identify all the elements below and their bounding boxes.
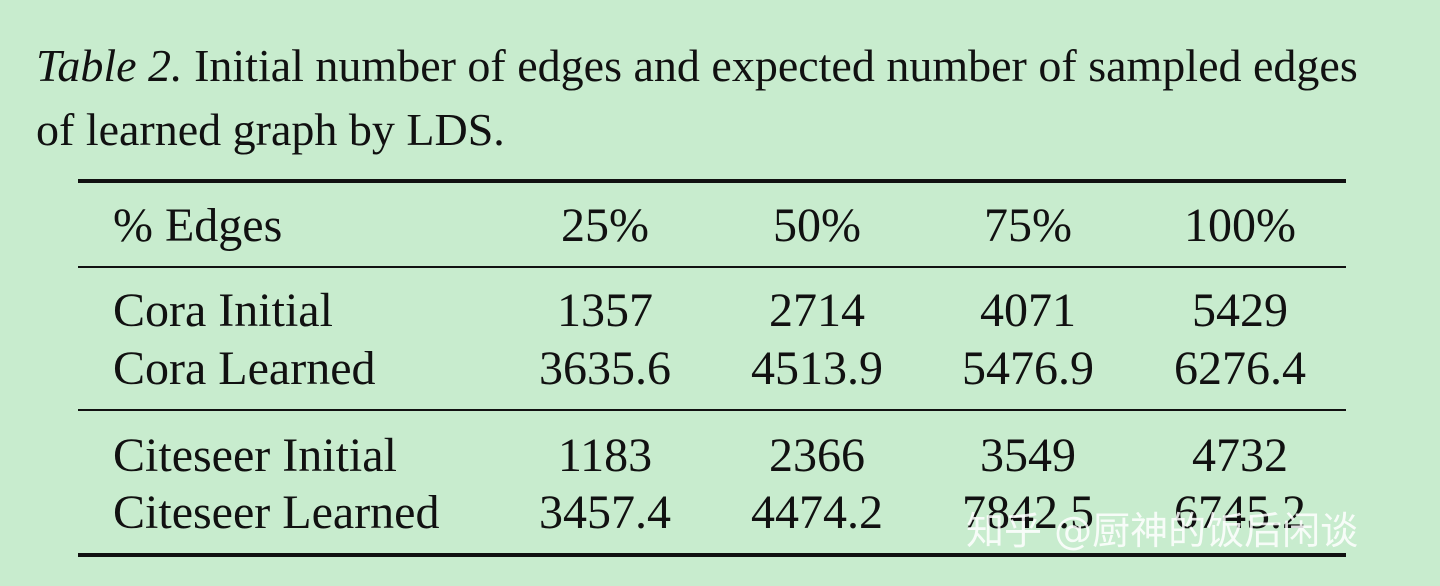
caption: Table 2. Initial number of edges and exp… xyxy=(36,34,1406,162)
table-cell: 3549 xyxy=(980,429,1076,482)
table-cell: 1183 xyxy=(557,429,653,482)
watermark: 知乎 @厨神的饭后闲谈 xyxy=(966,509,1359,553)
table-cell: 1357 xyxy=(557,284,653,337)
table-cell: 5429 xyxy=(1192,284,1288,337)
table-cell: 3635.6 xyxy=(539,342,671,395)
header-cell: 100% xyxy=(1184,199,1296,252)
table-cell: 4513.9 xyxy=(751,342,883,395)
table-cell: 2714 xyxy=(769,284,865,337)
bottom-rule xyxy=(78,553,1346,557)
header-cell: 75% xyxy=(984,199,1072,252)
row-label: Cora Learned xyxy=(113,342,376,395)
top-rule xyxy=(78,179,1346,183)
table-cell: 4474.2 xyxy=(751,486,883,539)
table-cell: 6276.4 xyxy=(1174,342,1306,395)
header-cell: 25% xyxy=(561,199,649,252)
header-cell: 50% xyxy=(773,199,861,252)
table-cell: 7842.5 xyxy=(962,486,1094,539)
row-label: Citeseer Learned xyxy=(113,486,440,539)
table-cell: 4732 xyxy=(1192,429,1288,482)
row-label: Cora Initial xyxy=(113,284,333,337)
caption-text: Initial number of edges and expected num… xyxy=(36,40,1358,155)
table-cell: 6745.2 xyxy=(1174,486,1306,539)
caption-label: Table 2. xyxy=(36,40,183,91)
row-label: Citeseer Initial xyxy=(113,429,397,482)
table-cell: 5476.9 xyxy=(962,342,1094,395)
group-rule xyxy=(78,409,1346,411)
mid-rule xyxy=(78,266,1346,268)
header-cell: % Edges xyxy=(113,199,283,252)
table-cell: 3457.4 xyxy=(539,486,671,539)
table-cell: 2366 xyxy=(769,429,865,482)
table-cell: 4071 xyxy=(980,284,1076,337)
